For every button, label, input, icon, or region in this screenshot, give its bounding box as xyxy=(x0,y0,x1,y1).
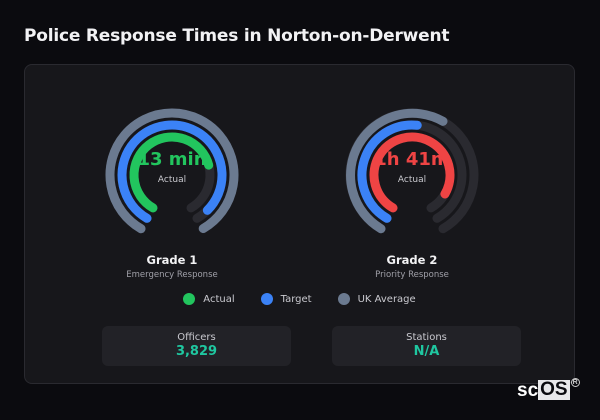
legend-label-uk-average: UK Average xyxy=(357,293,416,305)
grade-2-value: 1h 41m xyxy=(374,149,450,170)
grade-2-title: Grade 2 xyxy=(386,253,438,267)
grade-2-description: Priority Response xyxy=(375,270,449,280)
registered-icon: R xyxy=(570,378,580,387)
scos-logo: sc OS R xyxy=(517,378,580,402)
logo-os-text: OS xyxy=(538,379,570,400)
logo-sc-text: sc xyxy=(517,380,539,401)
actual-dot-icon xyxy=(183,293,196,305)
gauge-grade-1: 13 min Actual Grade 1 Emergency Response xyxy=(92,105,252,280)
arc-target xyxy=(117,120,227,223)
arc-uk-average xyxy=(346,108,448,234)
arc-actual xyxy=(369,132,455,213)
grade-1-description: Emergency Response xyxy=(126,270,218,280)
legend-item-uk-average: UK Average xyxy=(337,293,416,305)
grade-1-value: 13 min xyxy=(137,149,207,170)
response-times-card: 13 min Actual Grade 1 Emergency Response… xyxy=(24,64,575,384)
stat-officers-value: 3,829 xyxy=(175,344,218,359)
grade-1-title: Grade 1 xyxy=(146,253,198,267)
chart-legend: Actual Target UK Average xyxy=(25,293,574,305)
stat-stations: Stations N/A xyxy=(332,326,521,366)
arc-target xyxy=(357,120,422,223)
grade-1-value-label: Actual xyxy=(157,175,187,185)
arc-actual xyxy=(129,132,214,213)
radial-chart-grade-1 xyxy=(105,108,239,234)
legend-label-actual: Actual xyxy=(203,293,235,305)
target-dot-icon xyxy=(260,293,273,305)
arc-uk-average xyxy=(105,108,239,234)
legend-label-target: Target xyxy=(280,293,312,305)
stat-stations-value: N/A xyxy=(413,344,440,359)
stat-officers-label: Officers xyxy=(177,332,216,343)
stat-officers: Officers 3,829 xyxy=(102,326,291,366)
radial-chart-grade-2 xyxy=(345,108,479,234)
legend-item-actual: Actual xyxy=(183,293,235,305)
page-title: Police Response Times in Norton-on-Derwe… xyxy=(24,26,450,46)
legend-item-target: Target xyxy=(260,293,312,305)
stat-stations-label: Stations xyxy=(406,332,447,343)
uk-average-dot-icon xyxy=(337,293,350,305)
grade-2-value-label: Actual xyxy=(397,175,427,185)
gauge-grade-2: 1h 41m Actual Grade 2 Priority Response xyxy=(332,105,492,280)
